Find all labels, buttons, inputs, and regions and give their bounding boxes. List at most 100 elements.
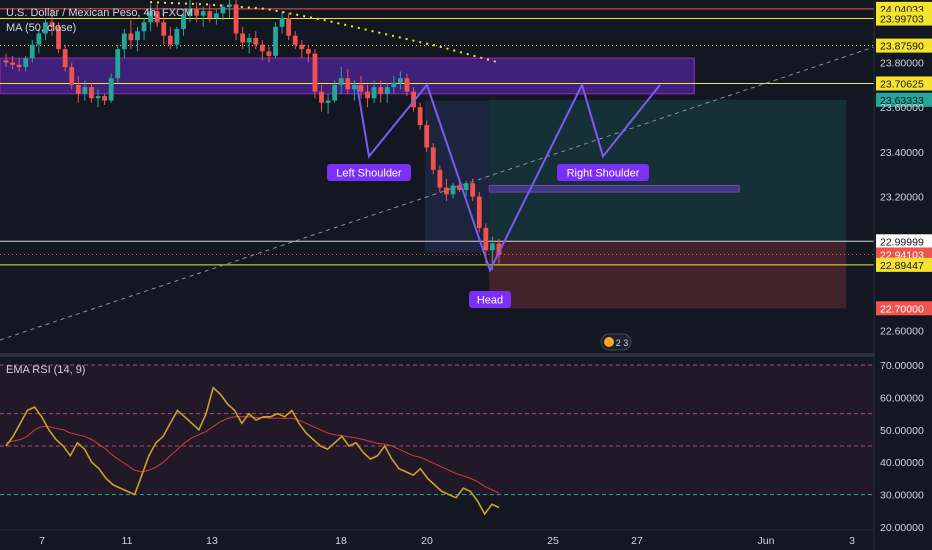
pane-separator[interactable] xyxy=(0,353,874,357)
symbol-title: U.S. Dollar / Mexican Peso, 4h, FXCM xyxy=(6,7,193,19)
candle-body[interactable] xyxy=(16,64,22,68)
candle-body[interactable] xyxy=(266,51,272,56)
candle-body[interactable] xyxy=(95,96,101,99)
candle-body[interactable] xyxy=(141,22,147,32)
candle-body[interactable] xyxy=(470,183,476,197)
candle-body[interactable] xyxy=(496,243,502,255)
badge-count: 2 3 xyxy=(616,338,629,348)
candle-body[interactable] xyxy=(338,78,344,85)
candle-body[interactable] xyxy=(187,8,193,16)
right-shoulder-label: Right Shoulder xyxy=(567,168,640,180)
candle-body[interactable] xyxy=(148,11,154,23)
time-tick-0: 7 xyxy=(39,535,45,547)
candle-body[interactable] xyxy=(36,33,42,45)
candle-body[interactable] xyxy=(437,169,443,188)
price-tag-5: 23.63333 xyxy=(880,95,924,107)
candle-body[interactable] xyxy=(476,196,482,228)
candle-body[interactable] xyxy=(259,44,265,52)
candle-body[interactable] xyxy=(207,11,213,18)
right-shoulder-tag-bg xyxy=(557,164,649,181)
candle-body[interactable] xyxy=(463,183,469,190)
time-tick-2: 13 xyxy=(206,535,218,547)
left-shoulder-tag: Left Shoulder xyxy=(327,164,411,181)
left-shoulder-tag-bg xyxy=(327,164,411,181)
candle-body[interactable] xyxy=(181,15,186,30)
candle-body[interactable] xyxy=(135,31,140,41)
candle-body[interactable] xyxy=(417,107,423,126)
candle-body[interactable] xyxy=(371,87,377,99)
candle-body[interactable] xyxy=(253,37,259,45)
candle-body[interactable] xyxy=(365,91,370,99)
candle-body[interactable] xyxy=(115,49,121,79)
candle-body[interactable] xyxy=(89,87,94,99)
candle-body[interactable] xyxy=(332,84,338,101)
candle-body[interactable] xyxy=(345,78,351,90)
candle-body[interactable] xyxy=(299,44,305,50)
candle-body[interactable] xyxy=(194,8,200,16)
badge-icon xyxy=(604,337,614,347)
candle-body[interactable] xyxy=(430,147,436,170)
candle-body[interactable] xyxy=(424,125,430,148)
rsi-line xyxy=(5,386,500,516)
price-tag-2: 23.87590 xyxy=(880,41,924,53)
candle-body[interactable] xyxy=(411,91,416,108)
candle-body[interactable] xyxy=(69,67,75,85)
candle-body[interactable] xyxy=(404,78,410,92)
price-tag-bg-9 xyxy=(876,234,932,249)
candle-body[interactable] xyxy=(358,84,364,92)
candle-body[interactable] xyxy=(121,33,127,50)
candle-body[interactable] xyxy=(351,84,357,90)
candle-body[interactable] xyxy=(56,26,61,50)
candle-body[interactable] xyxy=(305,49,311,54)
candle-body[interactable] xyxy=(483,227,489,251)
candle-body[interactable] xyxy=(240,33,246,43)
candle-body[interactable] xyxy=(167,35,173,45)
candle-body[interactable] xyxy=(319,91,324,103)
ideas-badge[interactable]: 2 3 xyxy=(600,333,632,351)
candle-body[interactable] xyxy=(384,87,390,94)
candle-body[interactable] xyxy=(75,84,81,94)
candle-body[interactable] xyxy=(3,60,9,63)
price-axis[interactable]: 24.0403323.9970323.8759023.8000023.70625… xyxy=(876,1,932,338)
candle-body[interactable] xyxy=(49,22,55,27)
candle-body[interactable] xyxy=(108,78,114,101)
price-axis-bg xyxy=(874,0,932,550)
candle-body[interactable] xyxy=(292,35,298,45)
candle-body[interactable] xyxy=(29,44,35,59)
candle-body[interactable] xyxy=(174,29,180,45)
rsi-legend: EMA RSI (14, 9) xyxy=(6,364,85,376)
candle-body[interactable] xyxy=(325,100,331,103)
candle-body[interactable] xyxy=(154,11,160,23)
candle-body[interactable] xyxy=(398,78,403,83)
candle-body[interactable] xyxy=(62,49,68,68)
candle-body[interactable] xyxy=(128,33,134,41)
price-tag-9: 22.99999 xyxy=(880,236,924,248)
candle-body[interactable] xyxy=(23,58,29,68)
candle-body[interactable] xyxy=(43,22,48,34)
candle-body[interactable] xyxy=(444,187,449,195)
candle-body[interactable] xyxy=(227,4,232,7)
candle-body[interactable] xyxy=(220,6,226,14)
candle-body[interactable] xyxy=(102,96,107,101)
time-axis[interactable]: 7 11 13 18 20 25 27 Jun 3 xyxy=(39,535,855,547)
candle-body[interactable] xyxy=(457,185,462,190)
price-tag-bg-13 xyxy=(876,301,932,316)
candle-body[interactable] xyxy=(213,13,219,18)
candle-body[interactable] xyxy=(490,243,495,251)
candle-body[interactable] xyxy=(279,17,285,27)
candle-body[interactable] xyxy=(286,17,292,36)
candle-body[interactable] xyxy=(200,11,206,16)
candle-body[interactable] xyxy=(391,82,397,88)
candles-layer[interactable] xyxy=(3,0,502,271)
candle-body[interactable] xyxy=(161,22,167,36)
candle-body[interactable] xyxy=(273,26,278,56)
candle-body[interactable] xyxy=(378,87,384,94)
candle-body[interactable] xyxy=(82,87,88,94)
candle-body[interactable] xyxy=(450,185,456,195)
price-tag-14: 22.60000 xyxy=(880,326,924,338)
candle-body[interactable] xyxy=(233,4,239,34)
candle-body[interactable] xyxy=(312,53,318,92)
candle-body[interactable] xyxy=(10,62,15,65)
candle-body[interactable] xyxy=(246,37,252,43)
rsi-axis[interactable]: 70.00000 60.00000 50.00000 40.00000 30.00000… xyxy=(880,360,924,534)
